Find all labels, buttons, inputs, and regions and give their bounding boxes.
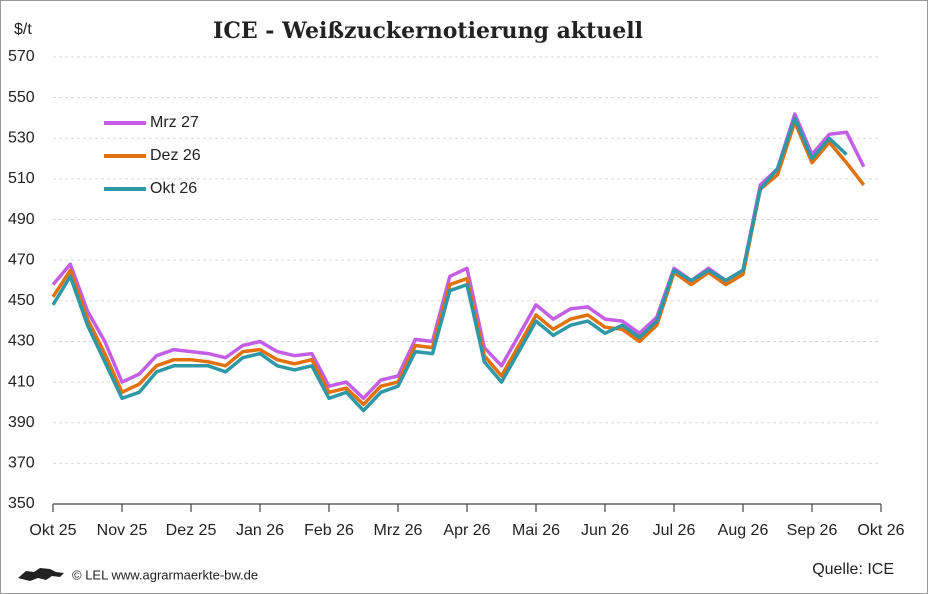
x-tick-label: Feb 26 [304,522,354,539]
x-tick-label: Jul 26 [653,522,696,539]
line-series [51,120,866,407]
x-tick-label: Mai 26 [512,522,560,539]
line-series [51,116,848,413]
legend-label: Dez 26 [150,147,201,164]
y-tick-label: 430 [8,333,35,350]
logo [18,568,64,581]
x-tick-label: Sep 26 [787,522,838,539]
y-tick-label: 550 [8,89,35,106]
y-tick-label: 450 [8,292,35,309]
x-tick-label: Jan 26 [236,522,284,539]
logo-shape [18,568,64,581]
x-tick-label: Jun 26 [581,522,629,539]
y-tick-label: 570 [8,48,35,65]
y-tick-label: 410 [8,373,35,390]
x-tick-label: Mrz 26 [374,522,423,539]
legend-label: Mrz 27 [150,114,199,131]
y-tick-label: 530 [8,129,35,146]
x-tick-label: Dez 25 [166,522,217,539]
x-tick-label: Okt 25 [29,522,76,539]
y-tick-label: 470 [8,251,35,268]
x-tick-label: Aug 26 [718,522,769,539]
x-tick-label: Apr 26 [443,522,490,539]
legend-label: Okt 26 [150,180,197,197]
y-tick-label: 390 [8,414,35,431]
y-tick-label: 510 [8,170,35,187]
x-tick-label: Nov 25 [97,522,148,539]
y-axis-label: $/t [14,21,32,38]
copyright: © LEL www.agrarmaerkte-bw.de [72,567,258,582]
y-tick-label: 490 [8,211,35,228]
y-tick-label: 350 [8,495,35,512]
chart-title: ICE - Weißzuckernotierung aktuell [213,18,643,44]
source: Quelle: ICE [812,561,894,578]
y-tick-label: 370 [8,455,35,472]
x-tick-label: Okt 26 [857,522,904,539]
